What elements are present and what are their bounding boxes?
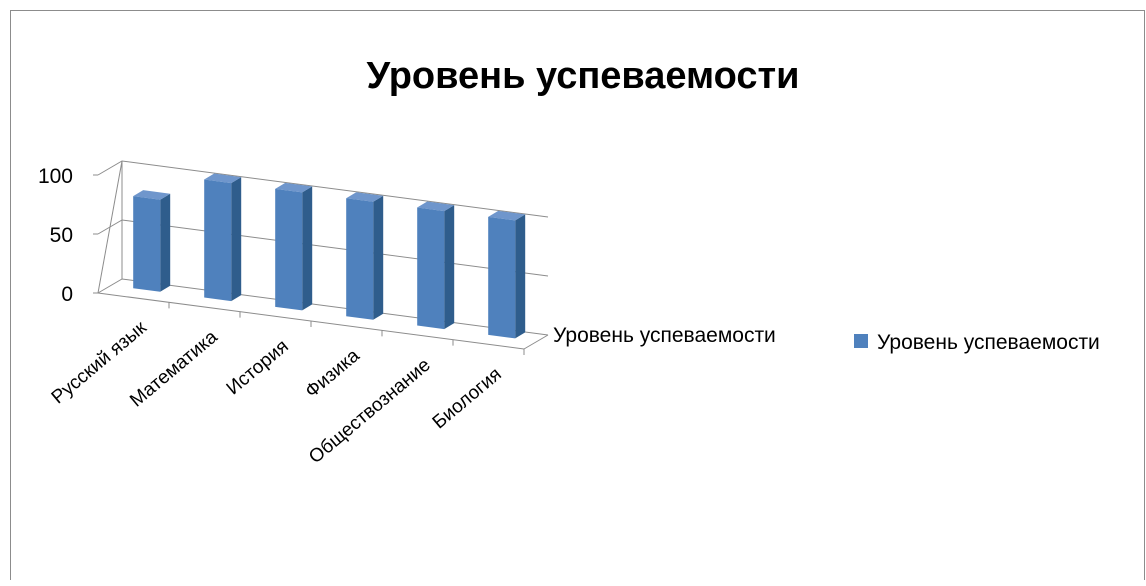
bar-side-face bbox=[302, 186, 313, 311]
bar-top-face bbox=[133, 190, 171, 200]
bar-front-face bbox=[204, 179, 232, 302]
x-category-label: История bbox=[223, 336, 293, 399]
y-axis-tick-labels: 0 50 100 bbox=[38, 165, 73, 306]
bar-top-face bbox=[346, 192, 384, 202]
series-axis-label: Уровень успеваемости bbox=[553, 324, 776, 347]
chart-title: Уровень успеваемости bbox=[367, 55, 800, 97]
bar-top-face bbox=[488, 210, 526, 221]
bar-side-face bbox=[231, 177, 242, 302]
x-category-label: Физика bbox=[301, 345, 364, 402]
bar-side-face bbox=[515, 214, 526, 339]
floor-right-edge bbox=[523, 334, 549, 350]
x-category-label: Биология bbox=[429, 364, 506, 433]
bar bbox=[417, 201, 455, 330]
bar-front-face bbox=[346, 198, 374, 320]
bar-side-face bbox=[444, 205, 455, 330]
bar-top-face bbox=[417, 201, 455, 212]
bar bbox=[204, 173, 242, 302]
bar-top-face bbox=[275, 182, 313, 193]
y-tick-label: 100 bbox=[38, 165, 73, 188]
y-tick-label: 0 bbox=[61, 283, 73, 306]
bar bbox=[488, 210, 526, 339]
bar bbox=[133, 190, 171, 292]
bar-front-face bbox=[417, 207, 445, 330]
bar bbox=[275, 182, 313, 311]
chart-canvas: Уровень успеваемости 0 50 100 Русский язык… bbox=[38, 55, 1100, 468]
y-tick-label: 50 bbox=[50, 224, 73, 247]
chart-area: Уровень успеваемости 0 50 100 Русский язык… bbox=[10, 10, 1145, 580]
gridline bbox=[97, 160, 549, 218]
legend-label: Уровень успеваемости bbox=[877, 331, 1100, 354]
gridline bbox=[97, 278, 549, 336]
bar-side-face bbox=[373, 195, 384, 320]
bars bbox=[133, 173, 526, 339]
bar-side-face bbox=[160, 193, 171, 292]
bar-front-face bbox=[488, 216, 516, 339]
legend-swatch bbox=[854, 334, 868, 348]
bar-front-face bbox=[275, 188, 303, 311]
gridlines bbox=[93, 160, 549, 355]
legend: Уровень успеваемости bbox=[854, 331, 1100, 354]
bar-top-face bbox=[204, 173, 242, 184]
gridline bbox=[97, 219, 549, 277]
bar-front-face bbox=[133, 196, 161, 292]
bar bbox=[346, 192, 384, 320]
